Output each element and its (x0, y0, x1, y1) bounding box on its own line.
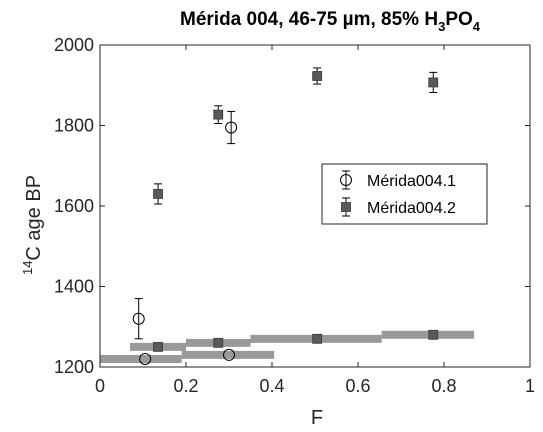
interval-point (223, 348, 235, 361)
x-tick-label: 0 (95, 376, 105, 396)
interval-point (312, 333, 323, 344)
legend-label: Mérida004.1 (367, 173, 456, 190)
y-tick-label: 1400 (54, 277, 94, 297)
data-point (312, 71, 323, 81)
interval-point (139, 352, 152, 365)
data-point (213, 109, 224, 120)
x-tick-label: 1 (525, 376, 535, 396)
x-tick-label: 0.4 (259, 376, 284, 396)
y-tick-label: 1800 (54, 116, 94, 136)
x-tick-label: 0.2 (173, 376, 198, 396)
x-ticks: 0 0.2 0.4 0.6 0.8 1 (95, 45, 535, 396)
y-tick-label: 2000 (54, 35, 94, 55)
data-point (132, 312, 145, 325)
chart-title-mid: PO (445, 9, 472, 30)
legend-label: Mérida004.2 (367, 200, 456, 217)
interval-point (428, 329, 439, 340)
y-tick-label: 1600 (54, 196, 94, 216)
data-point (428, 77, 439, 88)
legend-box (321, 163, 488, 225)
x-tick-label: 0.6 (345, 376, 370, 396)
y-tick-label: 1200 (54, 357, 94, 377)
x-tick-label: 0.8 (431, 376, 456, 396)
chart-title-sub-4: 4 (473, 19, 481, 34)
chart-title: Mérida 004, 46-75 µm, 85% H3PO4 (180, 9, 481, 34)
x-axis-label: F (311, 407, 323, 429)
chart-title-sub-3: 3 (438, 19, 445, 34)
data-markers (132, 71, 439, 365)
y-axis-label: 14C age BP (20, 175, 45, 275)
legend-marker (340, 174, 352, 186)
y-axis-label-text: C age BP (23, 175, 45, 261)
legend-marker (341, 202, 351, 212)
data-point (225, 121, 238, 134)
y-axis-label-sup: 14 (20, 261, 35, 275)
legend: Mérida004.1 Mérida004.2 (321, 163, 488, 225)
chart-title-main: Mérida 004, 46-75 µm, 85% H (180, 9, 438, 30)
data-point (153, 189, 163, 199)
y-ticks: 1200 1400 1600 1800 2000 (54, 35, 530, 377)
interval-point (213, 337, 224, 348)
interval-point (153, 341, 163, 352)
